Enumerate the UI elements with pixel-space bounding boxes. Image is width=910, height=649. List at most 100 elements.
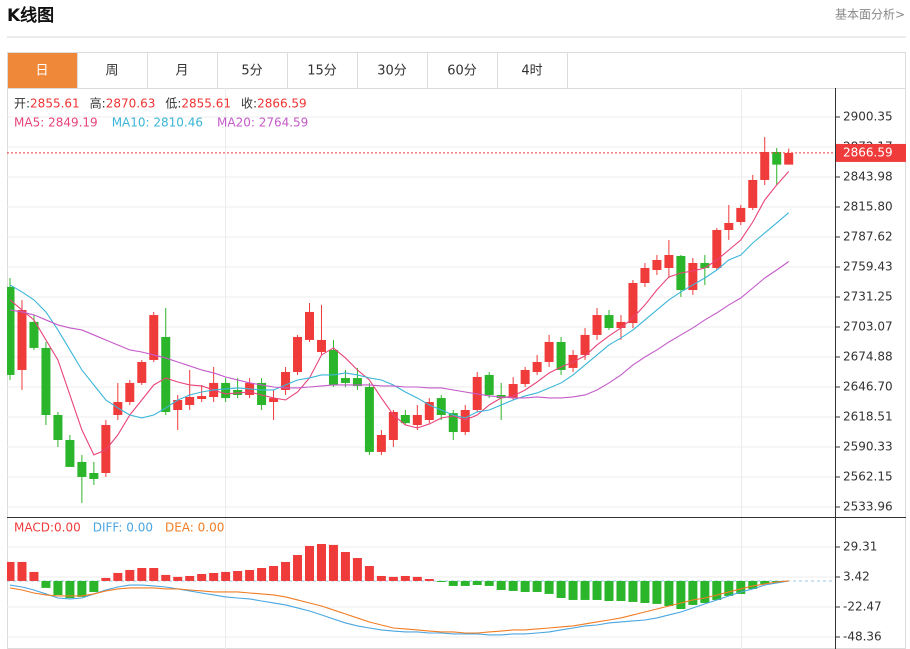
macd-bar	[736, 580, 746, 594]
candle-body	[604, 315, 614, 329]
candle-body	[748, 179, 758, 208]
macd-bar	[53, 580, 63, 595]
y-tick-label: 2533.96	[843, 500, 893, 514]
macd-grid	[7, 546, 835, 638]
tab-background[interactable]	[77, 52, 148, 89]
candle-body	[460, 409, 470, 433]
macd-bar	[532, 580, 542, 592]
page-title: K线图	[7, 5, 54, 26]
macd-bar	[544, 580, 554, 594]
macd-bar	[137, 567, 147, 581]
y-tick-label: 2787.62	[843, 229, 893, 243]
macd-bar	[316, 543, 326, 581]
tab-label[interactable]: 5分	[241, 64, 262, 79]
tab-label[interactable]: 周	[105, 64, 118, 79]
macd-bar	[700, 580, 710, 603]
macd-bar	[688, 580, 698, 605]
legend-entry: MACD:0.00	[14, 521, 81, 535]
legend-entry: DIFF: 0.00	[93, 521, 153, 535]
candle-body	[137, 361, 147, 383]
info-label: 收:	[241, 97, 257, 111]
macd-bar	[352, 558, 362, 581]
tab-background[interactable]	[427, 52, 498, 89]
candle-body	[77, 461, 87, 477]
candle-body	[281, 371, 291, 390]
candle-plot	[7, 136, 835, 503]
candle-body	[784, 152, 794, 165]
candle-body	[293, 336, 303, 372]
candle-body	[508, 384, 518, 399]
macd-bar	[305, 545, 314, 581]
candle-body	[41, 347, 51, 415]
candle-body	[328, 349, 338, 385]
tab-label[interactable]: 4时	[521, 64, 542, 79]
ma-line	[9, 261, 790, 399]
tab-background[interactable]	[217, 52, 288, 89]
candle-body	[197, 396, 207, 400]
macd-bar	[101, 577, 111, 581]
panel-frame	[7, 52, 906, 649]
y-tick-label: 2731.25	[843, 289, 893, 303]
tab-label[interactable]: 日	[35, 64, 48, 79]
macd-bar	[568, 580, 578, 600]
info-value: 2866.59	[257, 97, 307, 111]
legends: 开: 2855.61 高: 2870.63 低: 2855.61 收: 2866.59MA5:…	[14, 96, 308, 535]
candle-body	[173, 399, 183, 410]
candle-body	[400, 414, 410, 424]
y-tick-label: 2815.80	[843, 199, 893, 213]
tab-label[interactable]: 月	[175, 64, 188, 79]
macd-bar	[41, 580, 51, 588]
macd-bar	[388, 576, 398, 581]
info-value: 2855.61	[30, 97, 80, 111]
candle-body	[448, 413, 458, 433]
macd-bar	[293, 555, 303, 581]
macd-bar	[400, 575, 410, 581]
tab-background[interactable]	[357, 52, 428, 89]
y-tick-label: 29.31	[843, 539, 877, 553]
candle-body	[688, 262, 698, 291]
macd-bar	[125, 569, 135, 581]
candle-body	[724, 222, 734, 230]
legend-entry: MA10: 2810.46	[112, 116, 203, 130]
y-tick-label: 2759.43	[843, 260, 893, 274]
macd-bar	[712, 580, 722, 600]
candle-body	[7, 286, 15, 375]
candle-body	[628, 282, 638, 324]
tab-background[interactable]	[497, 52, 568, 89]
macd-bar	[424, 578, 434, 581]
candle-body	[736, 207, 746, 223]
macd-bar	[376, 575, 386, 581]
macd-bar	[436, 580, 446, 583]
macd-bar	[676, 580, 686, 610]
tab-bar: 日 周 月 5分 15分 30分 60分 4时	[7, 52, 568, 89]
candle-body	[424, 402, 434, 420]
candle-body	[592, 315, 602, 335]
macd-bar	[484, 580, 494, 586]
candle-body	[760, 151, 770, 180]
macd-bar	[233, 570, 243, 581]
tab-background[interactable]	[7, 52, 78, 89]
y-tick-label: 2646.70	[843, 379, 893, 393]
info-label: 开:	[14, 97, 30, 111]
legend-entry: MA20: 2764.59	[217, 116, 308, 130]
candle-body	[185, 397, 195, 405]
candle-body	[352, 378, 362, 387]
candle-body	[652, 260, 662, 271]
macd-bar	[173, 576, 183, 581]
candle-body	[388, 412, 398, 441]
tab-label[interactable]: 15分	[307, 64, 337, 79]
tab-label[interactable]: 30分	[377, 64, 407, 79]
macd-bar	[616, 580, 626, 602]
macd-bar	[340, 551, 350, 581]
tab-label[interactable]: 60分	[447, 64, 477, 79]
macd-bar	[65, 580, 75, 598]
y-tick-label: 2562.15	[843, 469, 893, 483]
macd-bar	[652, 580, 662, 604]
macd-bar	[113, 572, 123, 581]
tab-background[interactable]	[147, 52, 218, 89]
candle-body	[221, 382, 231, 399]
last-price-label: 2866.59	[843, 145, 893, 159]
macd-bar	[520, 580, 530, 592]
analysis-link[interactable]: 基本面分析>	[835, 8, 905, 22]
macd-bar	[556, 580, 566, 598]
